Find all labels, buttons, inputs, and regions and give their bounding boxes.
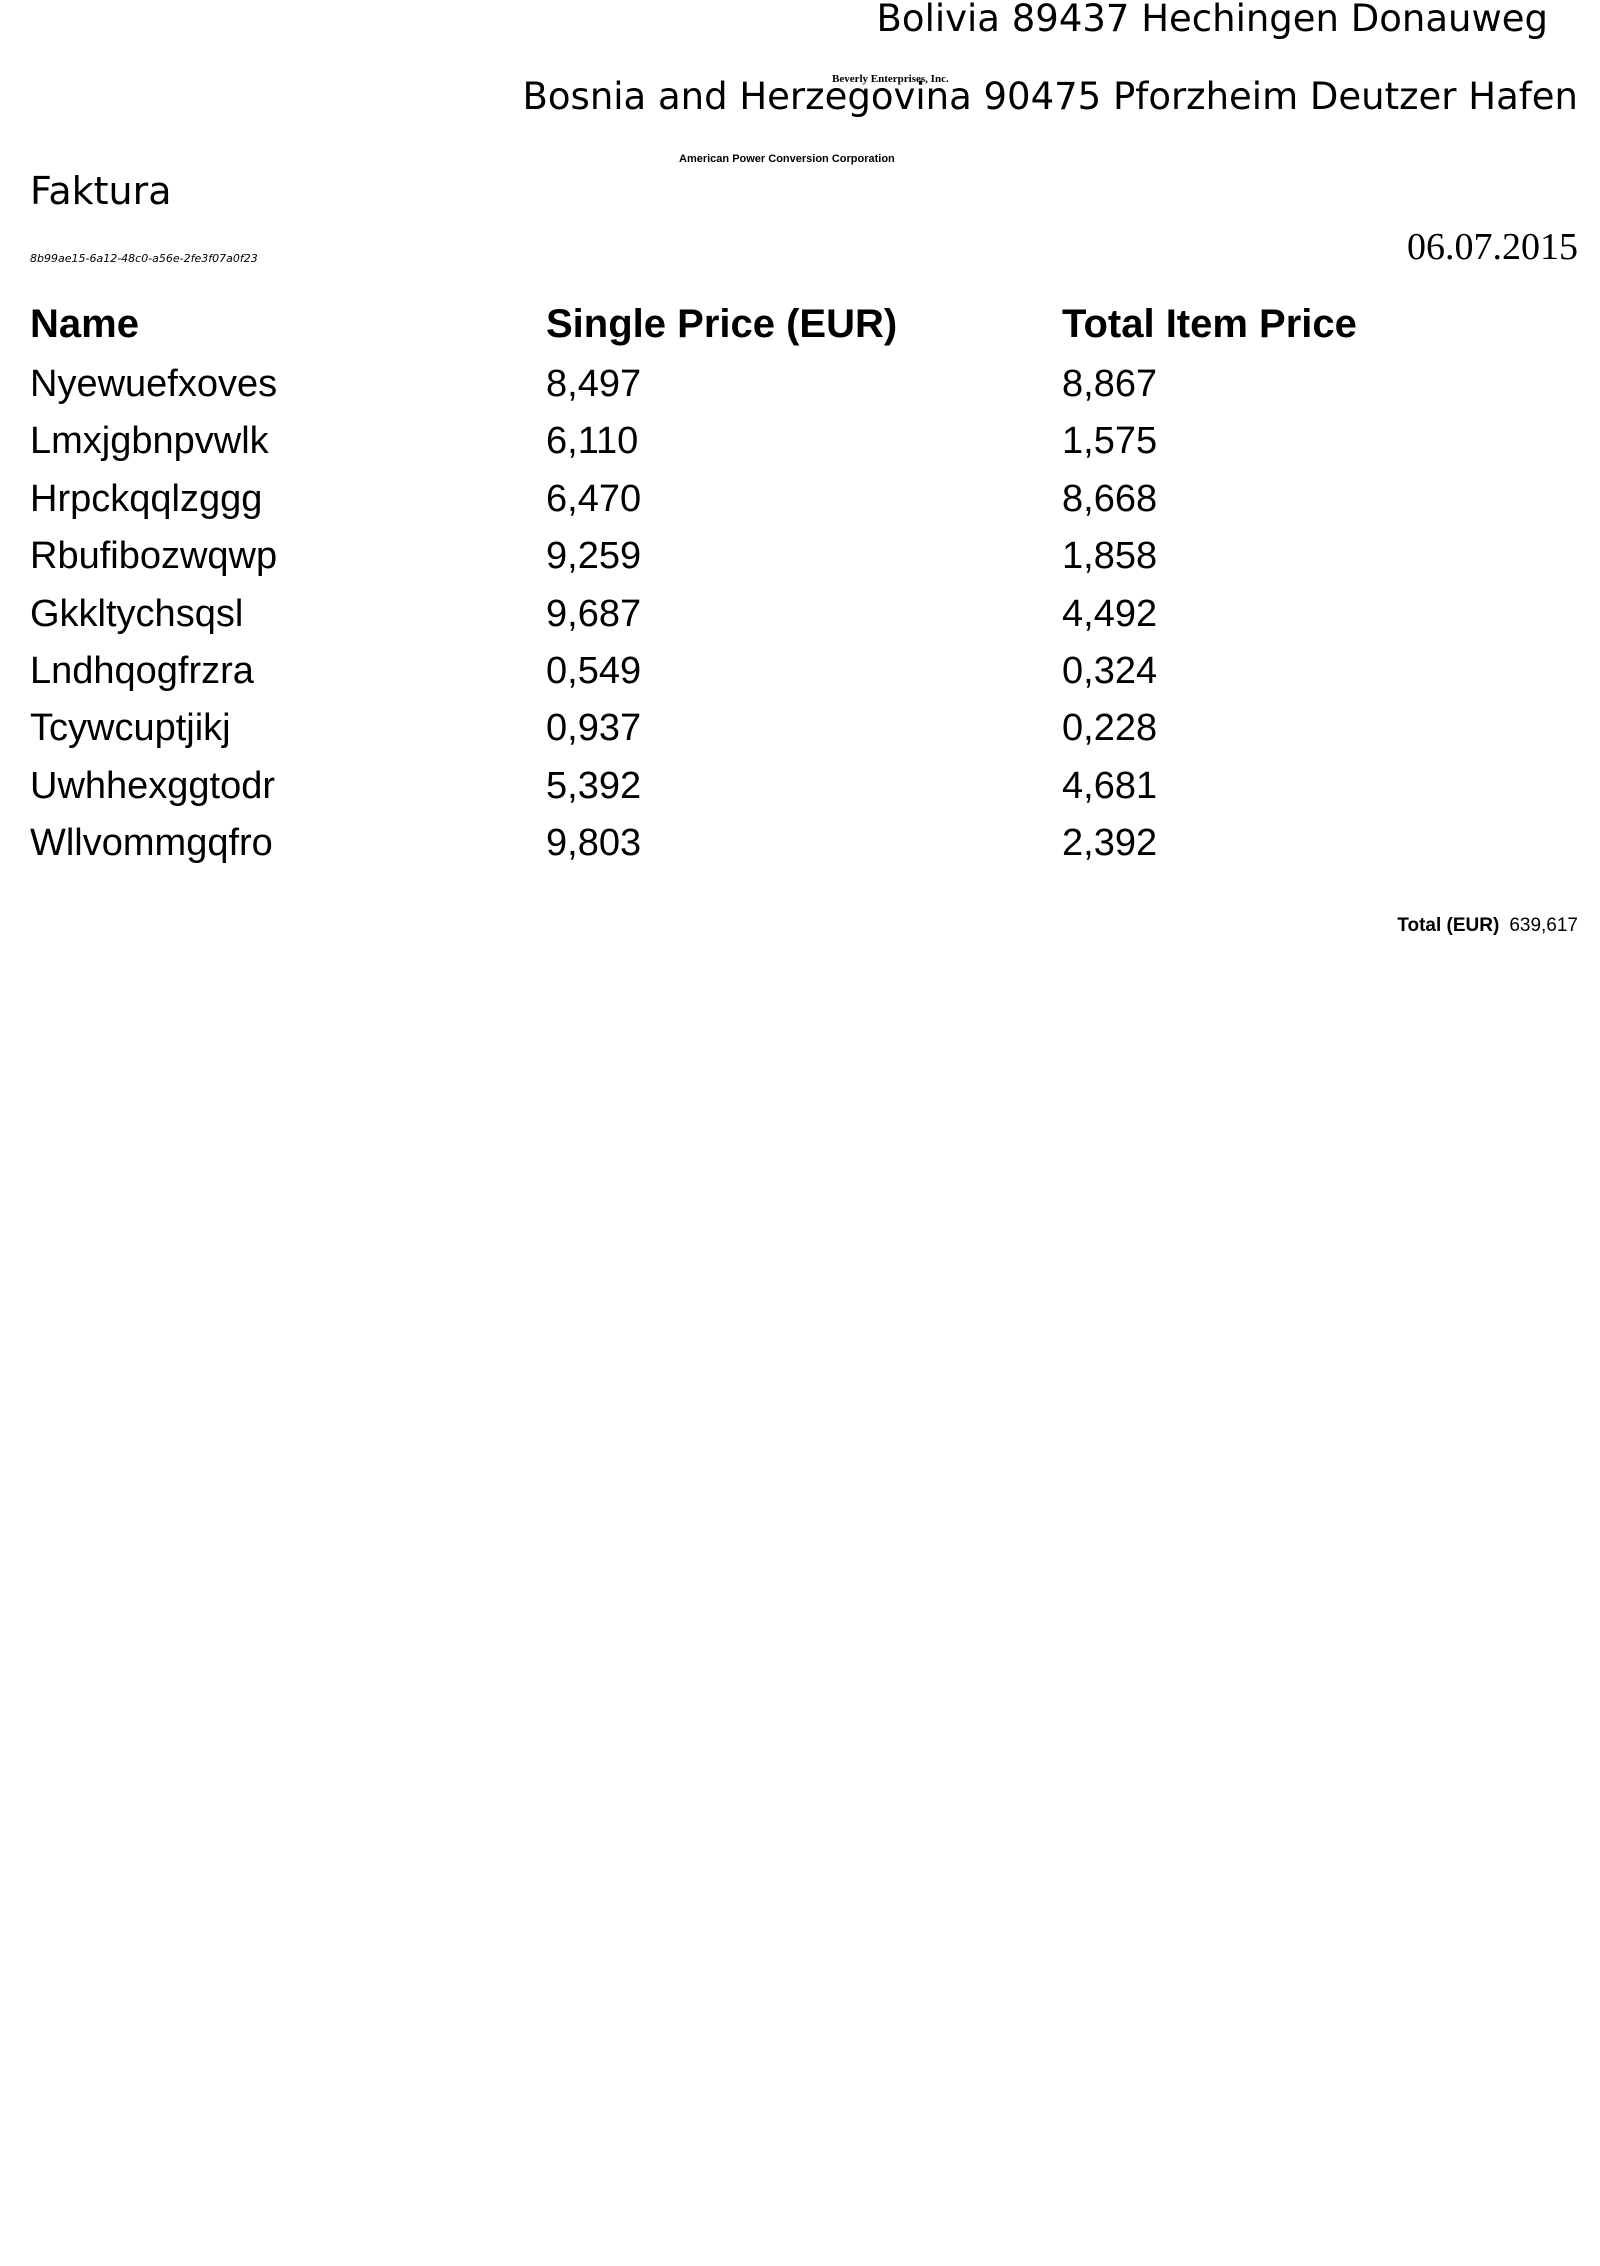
item-total-price: 1,858 bbox=[1062, 535, 1158, 578]
table-row: Wllvommgqfro 9,803 2,392 bbox=[30, 819, 1462, 876]
column-header-total-item-price: Total Item Price bbox=[1062, 302, 1357, 346]
item-total-price: 4,681 bbox=[1062, 764, 1158, 807]
item-total-price: 8,668 bbox=[1062, 477, 1158, 520]
document-title: Faktura bbox=[30, 169, 172, 213]
total-label: Total (EUR) bbox=[1397, 915, 1500, 936]
item-single-price: 9,803 bbox=[546, 822, 642, 865]
item-name: Uwhhexggtodr bbox=[30, 764, 276, 807]
item-single-price: 9,259 bbox=[546, 535, 642, 578]
item-single-price: 6,470 bbox=[546, 477, 642, 520]
table-row: Nyewuefxoves 8,497 8,867 bbox=[30, 360, 1462, 417]
item-single-price: 6,110 bbox=[546, 420, 639, 463]
item-name: Tcywcuptjikj bbox=[30, 707, 231, 750]
item-total-price: 2,392 bbox=[1062, 822, 1158, 865]
document-date: 06.07.2015 bbox=[1407, 226, 1578, 268]
item-single-price: 0,549 bbox=[546, 649, 642, 692]
item-name: Wllvommgqfro bbox=[30, 822, 273, 865]
item-total-price: 4,492 bbox=[1062, 592, 1158, 635]
sender-address: Bolivia 89437 Hechingen Donauweg bbox=[876, 0, 1548, 40]
table-row: Hrpckqqlzggg 6,470 8,668 bbox=[30, 475, 1462, 532]
table-row: Lmxjgbnpvwlk 6,110 1,575 bbox=[30, 417, 1462, 474]
item-name: Gkkltychsqsl bbox=[30, 592, 244, 635]
table-row: Uwhhexggtodr 5,392 4,681 bbox=[30, 762, 1462, 819]
item-single-price: 0,937 bbox=[546, 707, 642, 750]
item-name: Hrpckqqlzggg bbox=[30, 477, 263, 520]
item-total-price: 0,324 bbox=[1062, 649, 1158, 692]
sender-company: Beverly Enterprises, Inc. bbox=[832, 73, 949, 85]
table-row: Rbufibozwqwp 9,259 1,858 bbox=[30, 532, 1462, 589]
table-header-row: Name Single Price (EUR) Total Item Price bbox=[30, 296, 1462, 360]
item-name: Nyewuefxoves bbox=[30, 363, 278, 405]
item-single-price: 9,687 bbox=[546, 592, 642, 635]
item-name: Lmxjgbnpvwlk bbox=[30, 420, 269, 463]
recipient-address: Bosnia and Herzegovina 90475 Pforzheim D… bbox=[522, 75, 1578, 118]
document-id: 8b99ae15-6a12-48c0-a56e-2fe3f07a0f23 bbox=[30, 252, 258, 265]
total-value: 639,617 bbox=[1509, 915, 1578, 936]
table-row: Lndhqogfrzra 0,549 0,324 bbox=[30, 647, 1462, 704]
table-row: Gkkltychsqsl 9,687 4,492 bbox=[30, 590, 1462, 647]
item-single-price: 8,497 bbox=[546, 363, 642, 405]
invoice-total: Total (EUR) 639,617 bbox=[1397, 915, 1578, 937]
table-row: Tcywcuptjikj 0,937 0,228 bbox=[30, 704, 1462, 761]
item-name: Lndhqogfrzra bbox=[30, 649, 254, 692]
item-total-price: 0,228 bbox=[1062, 707, 1158, 750]
item-name: Rbufibozwqwp bbox=[30, 535, 278, 578]
item-single-price: 5,392 bbox=[546, 764, 642, 807]
items-table: Name Single Price (EUR) Total Item Price… bbox=[30, 296, 1462, 877]
item-total-price: 8,867 bbox=[1062, 363, 1158, 405]
item-total-price: 1,575 bbox=[1062, 420, 1158, 463]
recipient-company: American Power Conversion Corporation bbox=[679, 153, 895, 165]
column-header-name: Name bbox=[30, 302, 139, 346]
column-header-single-price: Single Price (EUR) bbox=[546, 302, 898, 346]
